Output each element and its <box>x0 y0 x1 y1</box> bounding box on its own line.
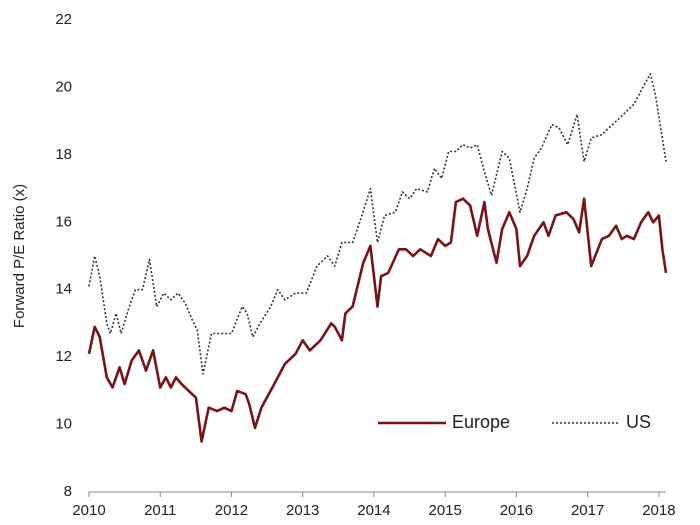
y-tick-label: 20 <box>55 78 72 95</box>
x-tick-label: 2012 <box>215 502 248 519</box>
y-tick-label: 16 <box>55 213 72 230</box>
y-tick-label: 14 <box>55 281 72 298</box>
y-tick-label: 22 <box>55 11 72 28</box>
x-tick-label: 2015 <box>428 502 461 519</box>
y-tick-label: 18 <box>55 146 72 163</box>
y-tick-label: 12 <box>55 348 72 365</box>
x-tick-label: 2018 <box>642 502 675 519</box>
y-tick-label: 10 <box>55 416 72 433</box>
x-tick-label: 2013 <box>286 502 319 519</box>
line <box>87 197 668 443</box>
legend-label: Europe <box>452 412 510 432</box>
y-tick-label: 8 <box>64 483 72 500</box>
x-tick-label: 2011 <box>144 502 176 519</box>
x-tick-label: 2014 <box>357 502 390 519</box>
y-axis-label: Forward P/E Ratio (x) <box>11 184 28 328</box>
legend-label: US <box>626 412 651 432</box>
x-tick-label: 2017 <box>571 502 604 519</box>
x-tick-label: 2010 <box>72 502 105 519</box>
line <box>88 73 667 375</box>
x-tick-label: 2016 <box>500 502 533 519</box>
